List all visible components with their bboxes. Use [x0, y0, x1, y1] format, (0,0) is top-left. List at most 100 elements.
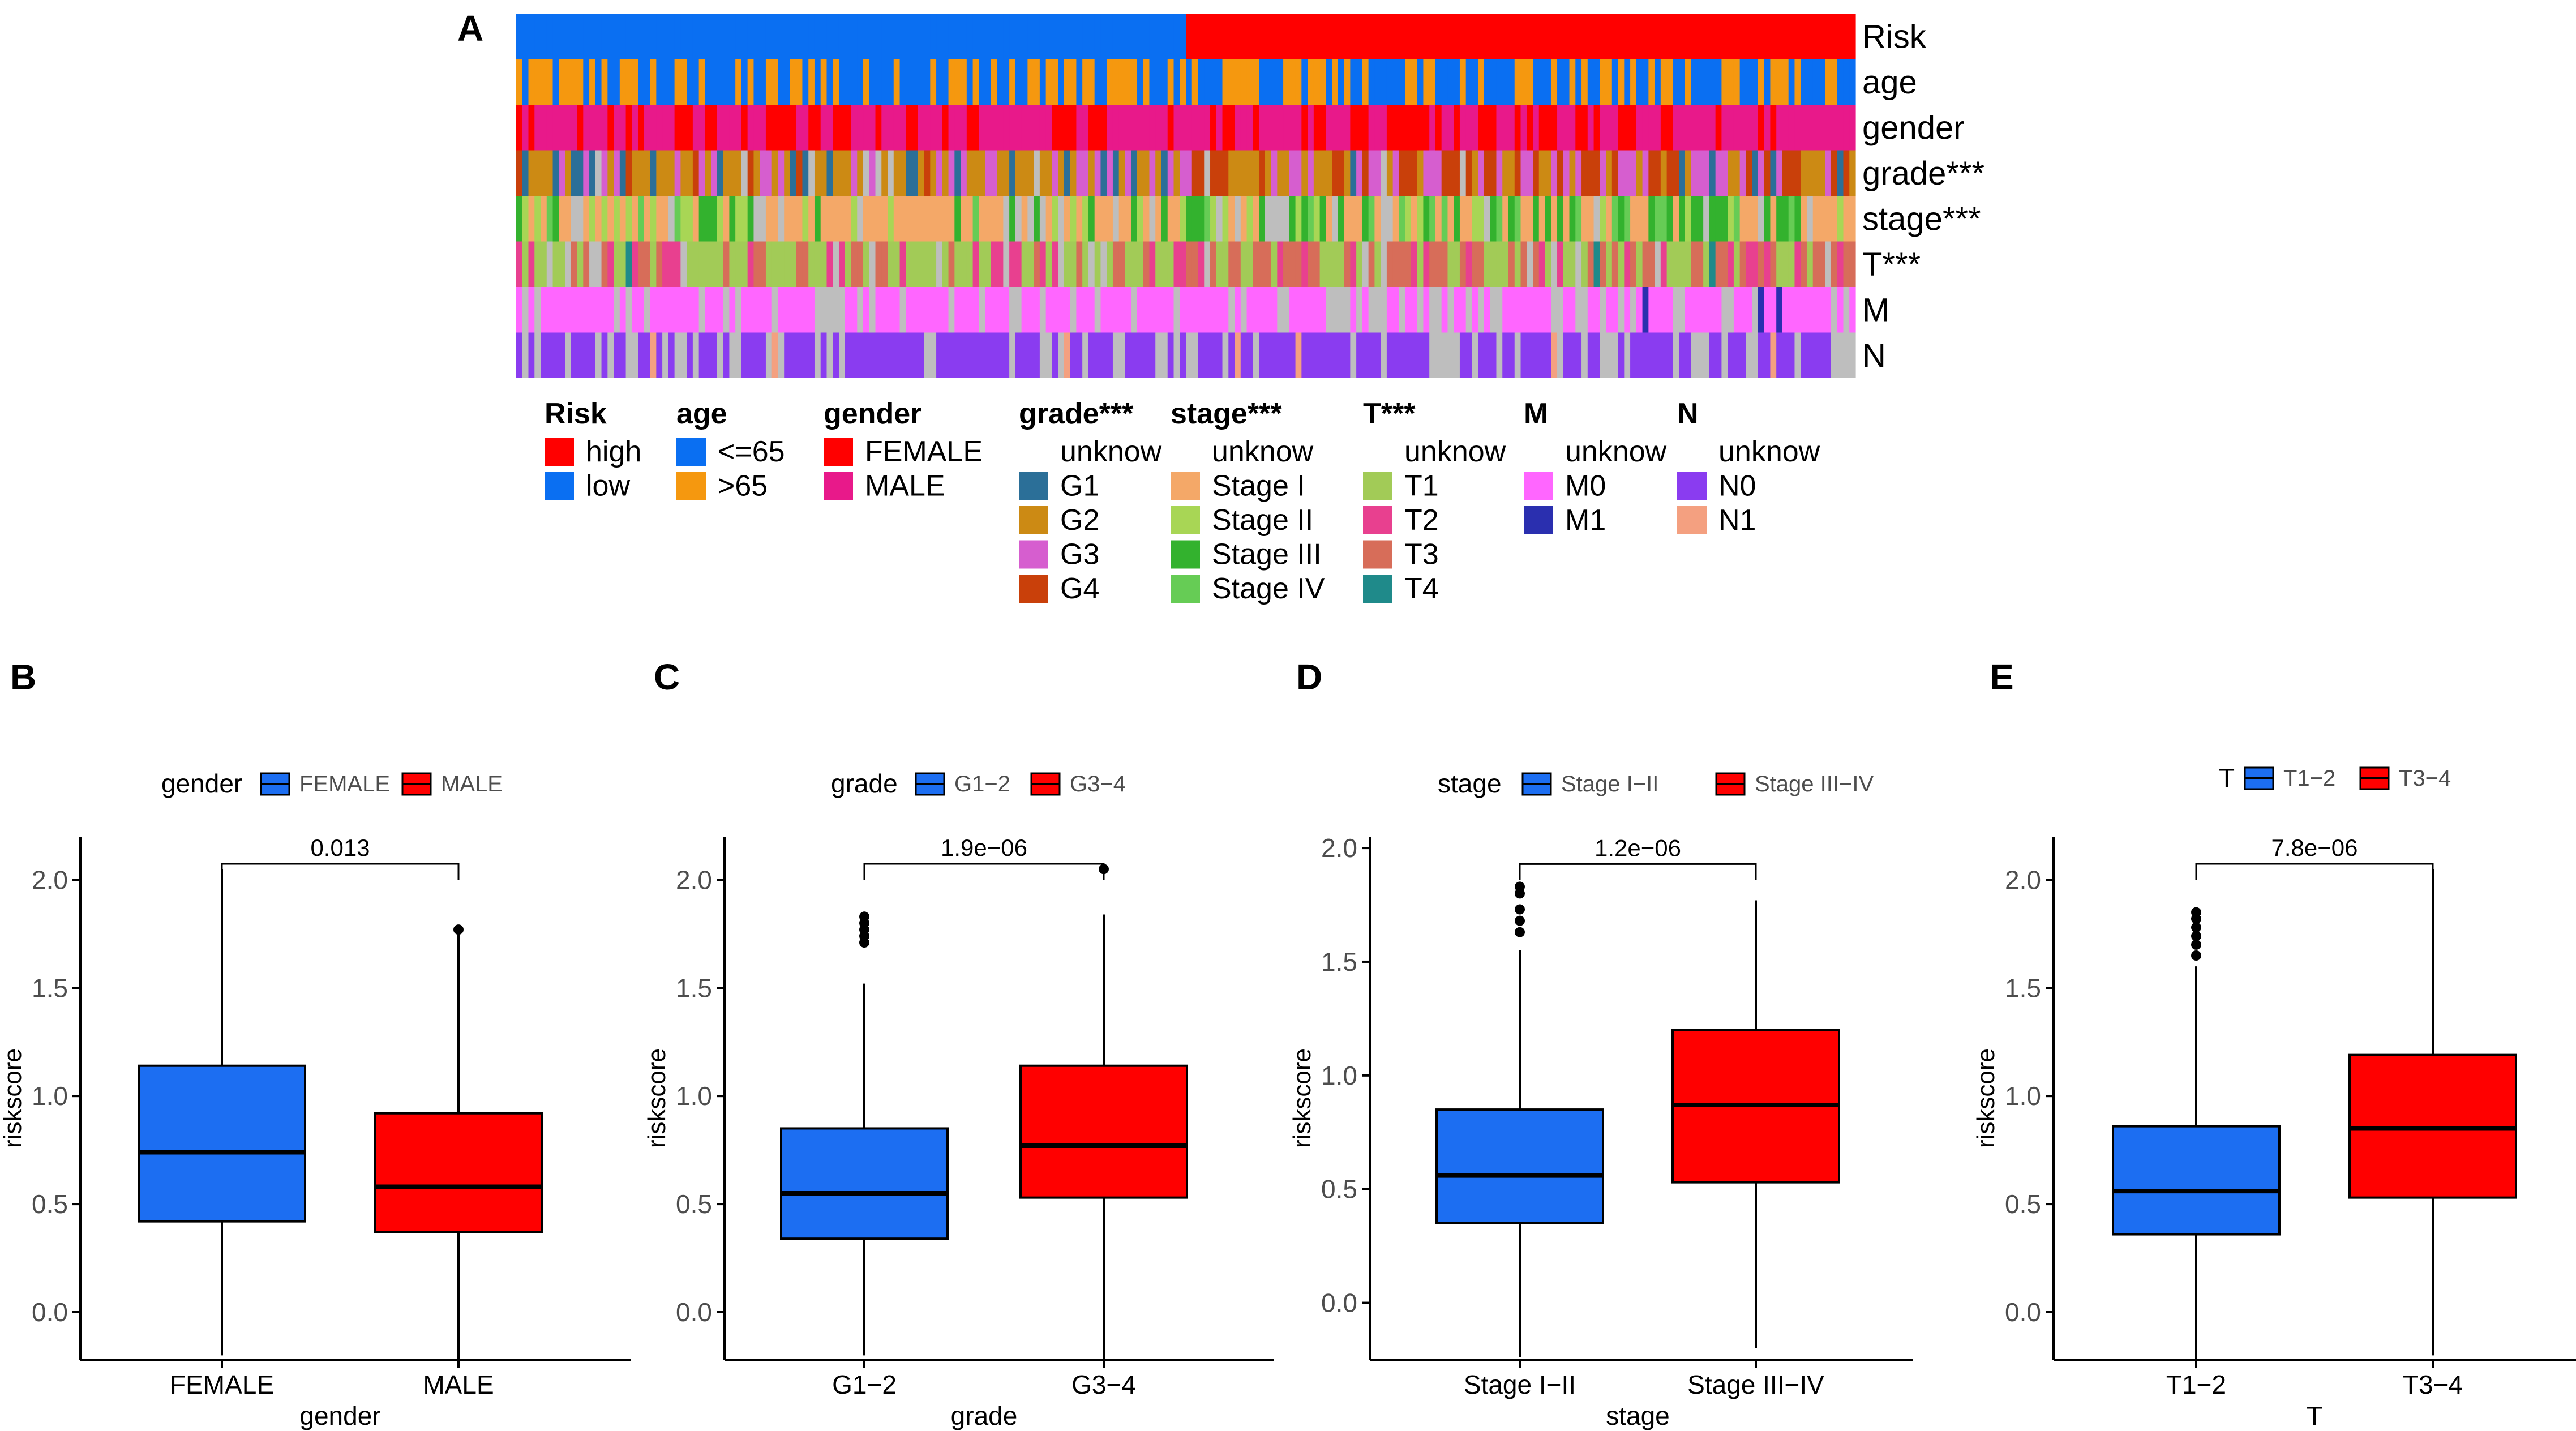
boxplot-legend: gender FEMALE MALE	[161, 769, 503, 798]
legend-group-age: age <=65>65	[676, 397, 785, 503]
y-axis-label: riskscore	[1972, 1048, 2000, 1148]
y-tick-label: 2.0	[1321, 833, 1357, 863]
legend-label: FEMALE	[299, 772, 390, 796]
boxplot-panel-c: 0.0 0.5 1.0 1.5 2.0 riskscore G1−2 G3−4 grade 1.9…	[643, 769, 1274, 1430]
legend-swatch	[1363, 575, 1392, 603]
legend-label: >65	[718, 470, 768, 503]
legend-label: Stage III	[1212, 538, 1322, 571]
legend-title: grade	[831, 769, 898, 798]
legend-label: Stage III−IV	[1755, 772, 1874, 796]
legend-swatch	[676, 438, 706, 466]
legend-swatch	[1363, 438, 1392, 466]
legend-label: MALE	[865, 470, 945, 503]
legend-label: T4	[1404, 572, 1439, 605]
legend-label: FEMALE	[865, 435, 983, 468]
legend-label: unknow	[1718, 435, 1820, 468]
legend-swatch	[1019, 472, 1048, 500]
heatmap-row-m	[516, 287, 1856, 333]
heatmap-row-stage	[516, 196, 1856, 242]
legend-label: G2	[1060, 504, 1099, 537]
heatmap-row-label-stage: stage***	[1862, 200, 1981, 237]
y-tick-label: 0.0	[32, 1297, 68, 1327]
legend-label: T3−4	[2399, 766, 2451, 791]
legend-label: G3−4	[1070, 772, 1126, 796]
legend-title: gender	[161, 769, 242, 798]
x-axis-label: grade	[951, 1401, 1018, 1430]
legend-label: T3	[1404, 538, 1439, 571]
y-tick-label: 1.5	[1321, 947, 1357, 976]
legend-label: unknow	[1060, 435, 1162, 468]
legend-label: MALE	[441, 772, 503, 796]
legend-label: unknow	[1404, 435, 1506, 468]
x-tick-label: Stage I−II	[1464, 1370, 1576, 1399]
legend-label: N0	[1718, 470, 1756, 503]
legend-label: G3	[1060, 538, 1099, 571]
legend-title: gender	[824, 397, 921, 430]
legend-swatch	[1677, 438, 1707, 466]
heatmap-row-label-m: M	[1862, 292, 1889, 328]
legend-label: Stage I	[1212, 470, 1305, 503]
heatmap-row-label-gender: gender	[1862, 109, 1965, 146]
y-tick-label: 0.5	[32, 1189, 68, 1219]
heatmap-row-gender	[516, 105, 1856, 151]
legend-label: high	[586, 435, 641, 468]
x-tick-label: MALE	[423, 1370, 494, 1399]
y-tick-label: 1.0	[32, 1081, 68, 1111]
legend-swatch	[1171, 472, 1200, 500]
y-tick-label: 0.5	[676, 1189, 712, 1219]
y-tick-label: 0.0	[2005, 1297, 2041, 1327]
y-axis-label: riskscore	[643, 1048, 671, 1148]
legend-title: stage***	[1171, 397, 1282, 430]
x-tick-label: Stage III−IV	[1687, 1370, 1824, 1399]
legend-label: M1	[1565, 504, 1606, 537]
legend-label: Stage II	[1212, 504, 1313, 537]
boxplot-legend: grade G1−2 G3−4	[831, 769, 1126, 798]
legend-label: Stage I−II	[1561, 772, 1658, 796]
legend-label: T1−2	[2283, 766, 2335, 791]
outlier-point	[453, 924, 464, 935]
annotation-heatmap: Risk age gender grade*** stage*** T*** MN	[516, 14, 1984, 378]
y-tick-label: 0.5	[1321, 1175, 1357, 1204]
y-tick-label: 1.0	[1321, 1061, 1357, 1090]
legend-title: M	[1524, 397, 1548, 430]
legend-swatch	[1363, 506, 1392, 534]
heatmap-row-n	[516, 332, 1856, 378]
legend-swatch	[1019, 438, 1048, 466]
box-1	[138, 1064, 306, 1223]
x-axis-label: T	[2307, 1401, 2322, 1430]
legend-label: unknow	[1212, 435, 1314, 468]
y-tick-label: 2.0	[32, 865, 68, 894]
legend-swatch	[1019, 575, 1048, 603]
y-tick-label: 2.0	[676, 865, 712, 894]
legend-swatch	[824, 438, 853, 466]
panel-letter-a: A	[457, 8, 483, 49]
legend-title: stage	[1438, 769, 1502, 798]
panel-letter-b: B	[10, 657, 36, 697]
legend-swatch	[1171, 540, 1200, 569]
legend-swatch	[1677, 472, 1707, 500]
legend-label: T1	[1404, 470, 1439, 503]
outlier-point	[1515, 927, 1525, 937]
p-value-label: 1.2e−06	[1595, 834, 1681, 861]
box-2	[374, 1112, 543, 1233]
heatmap-row-age	[516, 59, 1856, 105]
y-axis-label: riskscore	[0, 1048, 27, 1148]
outlier-point	[2191, 907, 2201, 918]
legend-swatch	[545, 472, 574, 500]
heatmap-row-grade	[516, 150, 1856, 196]
boxplot-legend: stage Stage I−II Stage III−IV	[1438, 769, 1874, 798]
box-2	[1019, 1064, 1188, 1199]
legend-swatch	[1363, 472, 1392, 500]
legend-swatch	[1019, 540, 1048, 569]
legend-swatch	[1677, 506, 1707, 534]
legend-label: G1−2	[954, 772, 1010, 796]
outlier-point	[1515, 904, 1525, 915]
x-tick-label: T3−4	[2403, 1370, 2463, 1399]
